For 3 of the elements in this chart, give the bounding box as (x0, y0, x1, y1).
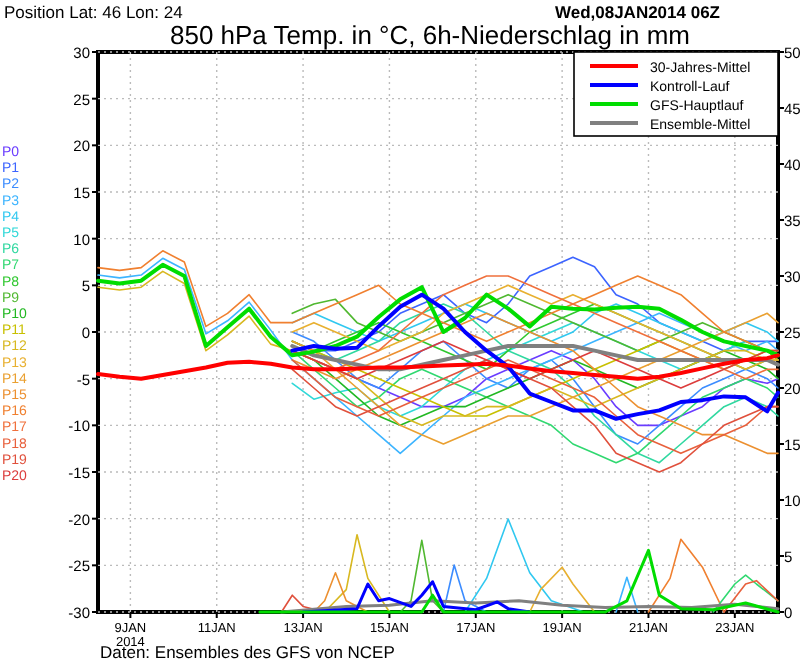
chart-title: 850 hPa Temp. in °C, 6h-Niederschlag in mm (169, 20, 691, 50)
text: Wed,08JAN2014 06Z (554, 2, 720, 22)
text: Position Lat: 46 Lon: 24 (4, 2, 184, 22)
